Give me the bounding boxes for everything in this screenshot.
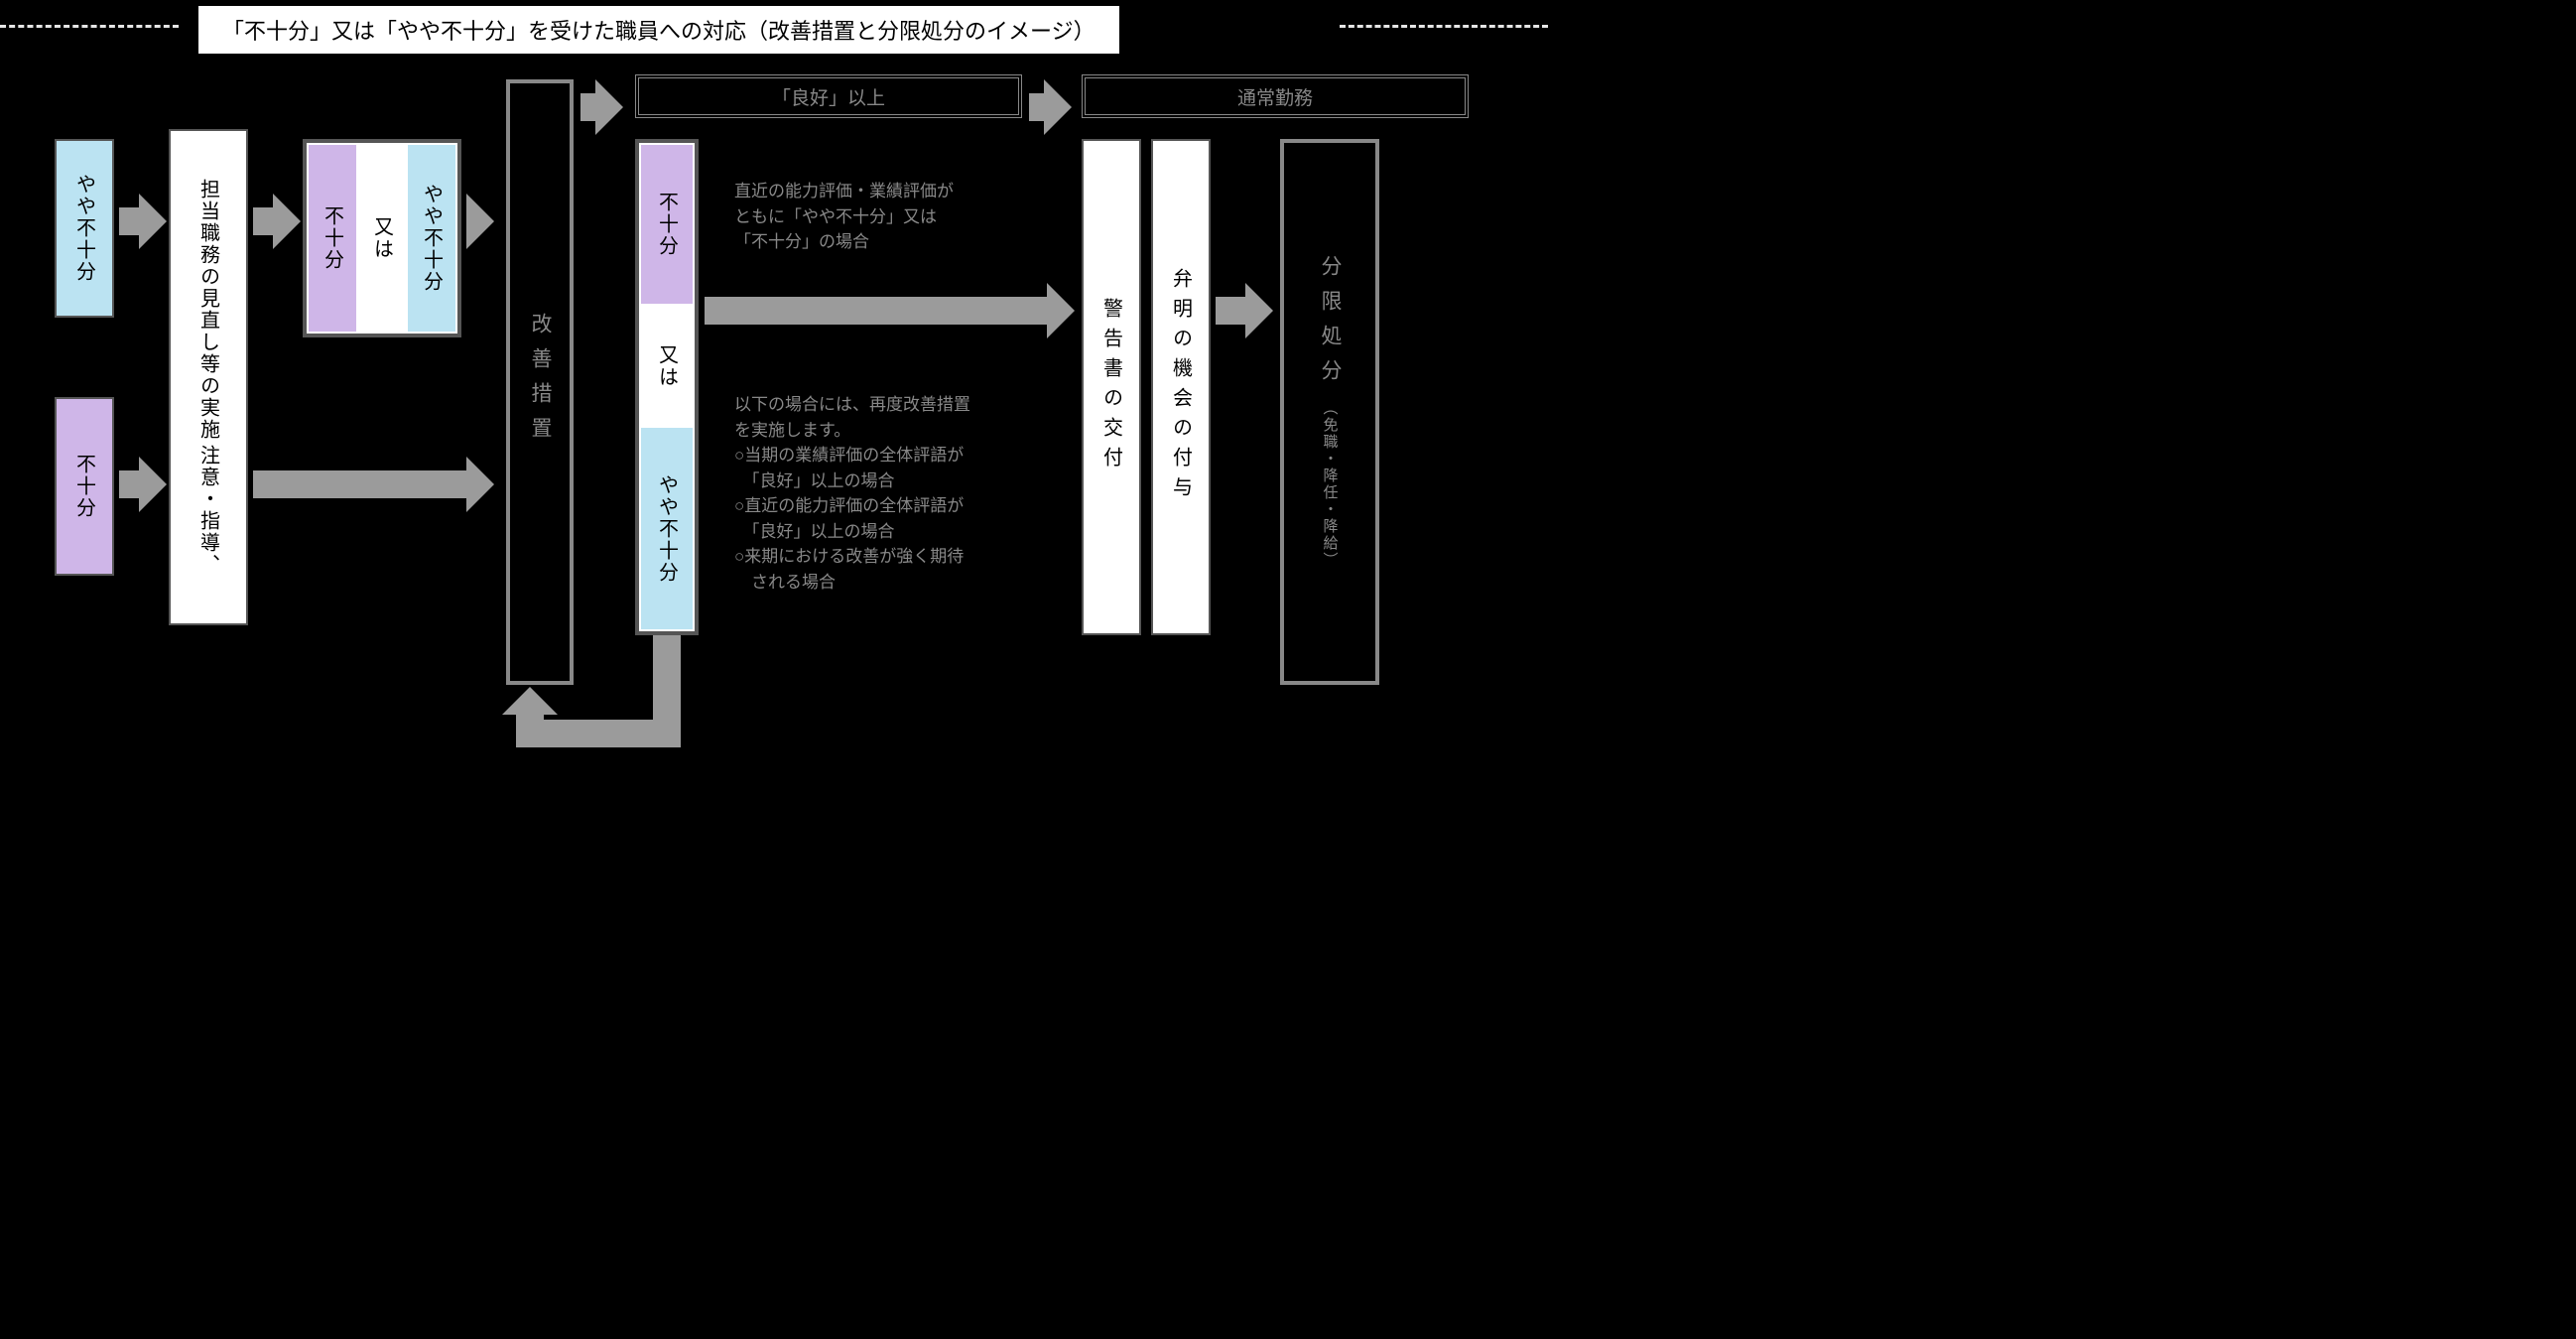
label: 又は xyxy=(653,344,682,388)
label-2: 担当職務の見直し等の実施 xyxy=(194,179,223,441)
label: 不十分 xyxy=(319,205,347,271)
arrow-6 xyxy=(580,79,623,135)
box-trio-2-mata: 又は xyxy=(641,304,693,428)
box-kaizen: 改善措置 xyxy=(506,79,574,685)
box-yaya-fujubun-1: やや不十分 xyxy=(55,139,114,318)
box-trio-2-fujubun: 不十分 xyxy=(641,145,693,304)
label-1: 注意・指導、 xyxy=(194,445,223,576)
label: やや不十分 xyxy=(653,474,682,584)
label: 改善措置 xyxy=(525,313,555,452)
box-trio-2-yaya: やや不十分 xyxy=(641,428,693,629)
arrow-3 xyxy=(253,194,301,249)
label: やや不十分 xyxy=(70,174,99,283)
flowchart-canvas: 「不十分」又は「やや不十分」を受けた職員への対応（改善措置と分限処分のイメージ）… xyxy=(0,0,1548,804)
page-title: 「不十分」又は「やや不十分」を受けた職員への対応（改善措置と分限処分のイメージ） xyxy=(198,6,1119,54)
annot-top: 直近の能力評価・業績評価が ともに「やや不十分」又は 「不十分」の場合 xyxy=(734,179,954,255)
arrow-5 xyxy=(466,194,494,249)
dashed-right xyxy=(1340,25,1548,28)
label-sub: （免職・降任・降給） xyxy=(1320,400,1341,569)
label: 弁明の機会の付与 xyxy=(1167,268,1196,506)
box-review: 担当職務の見直し等の実施 注意・指導、 xyxy=(169,129,248,625)
box-keikoku: 警告書の交付 xyxy=(1082,139,1141,635)
header-ryoko: 「良好」以上 xyxy=(635,74,1022,118)
u-up xyxy=(516,713,544,730)
label: 「良好」以上 xyxy=(772,83,885,110)
annot-bottom: 以下の場合には、再度改善措置 を実施します。 ○当期の業績評価の全体評語が 「良… xyxy=(734,392,970,595)
arrow-4 xyxy=(253,457,494,512)
box-benmei: 弁明の機会の付与 xyxy=(1151,139,1211,635)
box-trio-1-mata: 又は xyxy=(356,145,408,332)
label: 又は xyxy=(368,216,397,260)
box-fujubun-1: 不十分 xyxy=(55,397,114,576)
arrow-8 xyxy=(705,283,1075,338)
u-down xyxy=(653,635,681,720)
label: 不十分 xyxy=(70,454,99,519)
label: 不十分 xyxy=(653,192,682,257)
box-bungen: 分限処分 （免職・降任・降給） xyxy=(1280,139,1379,685)
arrow-7 xyxy=(1029,79,1072,135)
arrow-9 xyxy=(1216,283,1273,338)
u-head xyxy=(502,687,558,715)
header-tsujo: 通常勤務 xyxy=(1082,74,1469,118)
box-trio-1-fujubun: 不十分 xyxy=(309,145,356,332)
label: 通常勤務 xyxy=(1237,83,1313,110)
label: やや不十分 xyxy=(418,184,447,293)
label: 警告書の交付 xyxy=(1097,298,1126,476)
arrow-2 xyxy=(119,457,167,512)
box-trio-1-yaya: やや不十分 xyxy=(408,145,455,332)
label-main: 分限処分 xyxy=(1315,255,1345,394)
dashed-left xyxy=(0,25,179,28)
arrow-1 xyxy=(119,194,167,249)
